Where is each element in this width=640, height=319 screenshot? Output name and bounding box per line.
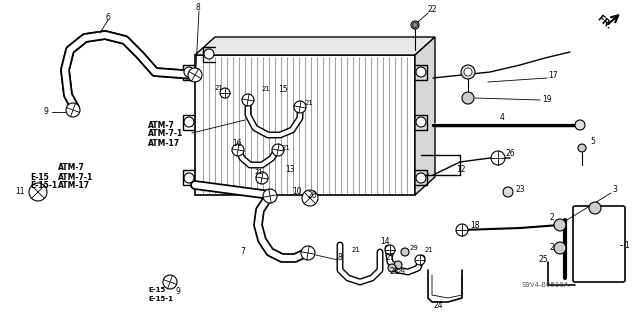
- Text: 23: 23: [516, 186, 525, 195]
- Polygon shape: [415, 37, 435, 195]
- Circle shape: [503, 187, 513, 197]
- Circle shape: [589, 202, 601, 214]
- Text: 5: 5: [590, 137, 595, 146]
- Circle shape: [416, 67, 426, 77]
- Circle shape: [462, 92, 474, 104]
- Text: FR.: FR.: [595, 13, 613, 31]
- Circle shape: [184, 117, 194, 127]
- Circle shape: [388, 264, 396, 272]
- Text: ATM-7-1: ATM-7-1: [58, 173, 93, 182]
- Text: 9: 9: [175, 287, 180, 296]
- Circle shape: [464, 68, 472, 76]
- Text: 29: 29: [410, 245, 419, 251]
- Text: 6: 6: [105, 12, 110, 21]
- Text: 24: 24: [433, 300, 443, 309]
- Text: 14: 14: [380, 238, 390, 247]
- Circle shape: [554, 242, 566, 254]
- Circle shape: [184, 173, 194, 183]
- Circle shape: [456, 224, 468, 236]
- Circle shape: [575, 120, 585, 130]
- Text: 9: 9: [43, 108, 48, 116]
- Text: 17: 17: [548, 70, 557, 79]
- Text: 2: 2: [549, 213, 554, 222]
- Text: 11: 11: [15, 188, 25, 197]
- Text: 10: 10: [292, 188, 302, 197]
- Text: 13: 13: [285, 166, 294, 174]
- Text: 28: 28: [390, 268, 399, 277]
- Circle shape: [394, 261, 402, 269]
- Text: ATM-17: ATM-17: [148, 138, 180, 147]
- Polygon shape: [195, 55, 415, 195]
- Circle shape: [29, 183, 47, 201]
- Circle shape: [416, 117, 426, 127]
- Text: 21: 21: [255, 169, 264, 175]
- Circle shape: [413, 23, 417, 27]
- Text: 25: 25: [538, 256, 548, 264]
- Text: 21: 21: [262, 86, 271, 92]
- Text: ATM-7: ATM-7: [58, 164, 85, 173]
- Circle shape: [491, 151, 505, 165]
- Text: E-15-1: E-15-1: [30, 182, 57, 190]
- Text: 2: 2: [549, 243, 554, 253]
- Circle shape: [301, 246, 315, 260]
- Text: 4: 4: [500, 114, 505, 122]
- Text: 1: 1: [624, 241, 628, 249]
- Circle shape: [263, 189, 277, 203]
- Text: 8: 8: [337, 254, 342, 263]
- Text: 21: 21: [215, 85, 224, 91]
- Circle shape: [294, 101, 306, 113]
- Text: ATM-7: ATM-7: [148, 121, 175, 130]
- Circle shape: [416, 173, 426, 183]
- Text: E-15: E-15: [30, 173, 49, 182]
- Circle shape: [188, 68, 202, 82]
- Text: 12: 12: [456, 166, 465, 174]
- Circle shape: [461, 65, 475, 79]
- FancyBboxPatch shape: [573, 206, 625, 282]
- Circle shape: [385, 245, 395, 255]
- Circle shape: [66, 103, 80, 117]
- Text: 21: 21: [352, 247, 361, 253]
- Text: E-15: E-15: [148, 287, 165, 293]
- Text: 21: 21: [305, 100, 314, 106]
- Text: 29: 29: [397, 269, 406, 275]
- Text: 26: 26: [506, 149, 516, 158]
- Circle shape: [220, 88, 230, 98]
- Circle shape: [302, 190, 318, 206]
- Text: 15: 15: [278, 85, 287, 93]
- Text: 8: 8: [196, 4, 201, 12]
- Text: 21: 21: [425, 247, 434, 253]
- Text: 18: 18: [470, 220, 479, 229]
- Text: 22: 22: [428, 5, 438, 14]
- Circle shape: [411, 21, 419, 29]
- Text: 16: 16: [232, 138, 242, 147]
- Text: S9V4-B0510A: S9V4-B0510A: [522, 282, 570, 288]
- Circle shape: [578, 144, 586, 152]
- Circle shape: [184, 67, 194, 77]
- Text: 3: 3: [612, 186, 617, 195]
- Circle shape: [242, 94, 254, 106]
- Polygon shape: [195, 37, 435, 55]
- Text: ATM-17: ATM-17: [58, 182, 90, 190]
- Circle shape: [554, 219, 566, 231]
- Text: ATM-7-1: ATM-7-1: [148, 130, 183, 138]
- Circle shape: [401, 248, 409, 256]
- Circle shape: [232, 144, 244, 156]
- Text: 20: 20: [308, 190, 317, 199]
- Circle shape: [272, 144, 284, 156]
- Circle shape: [415, 255, 425, 265]
- Text: 7: 7: [240, 248, 245, 256]
- Text: E-15-1: E-15-1: [148, 296, 173, 302]
- Circle shape: [256, 172, 268, 184]
- Circle shape: [204, 49, 214, 59]
- Text: 19: 19: [542, 95, 552, 105]
- Circle shape: [163, 275, 177, 289]
- Text: 27: 27: [385, 254, 395, 263]
- Text: 21: 21: [282, 145, 291, 151]
